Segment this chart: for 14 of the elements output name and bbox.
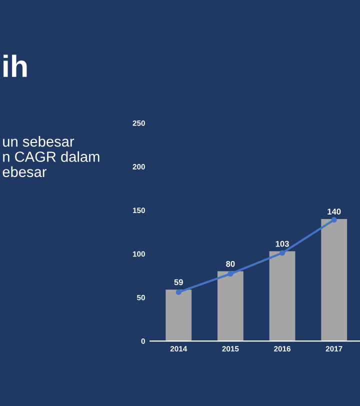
- data-label: 80: [226, 260, 235, 267]
- point: [279, 250, 286, 256]
- data-label: 103: [276, 240, 289, 247]
- point: [228, 271, 234, 277]
- bar: [166, 290, 192, 342]
- text: un sebesar n CAGR dalam ebesar: [2, 136, 100, 178]
- data-label: 59: [174, 279, 183, 286]
- chart-title: ih: [4, 54, 27, 77]
- bar: [321, 218, 348, 342]
- point: [331, 217, 337, 223]
- bar: [217, 271, 244, 342]
- point: [176, 289, 182, 295]
- data-label: 140: [328, 208, 341, 215]
- bar: [269, 251, 296, 342]
